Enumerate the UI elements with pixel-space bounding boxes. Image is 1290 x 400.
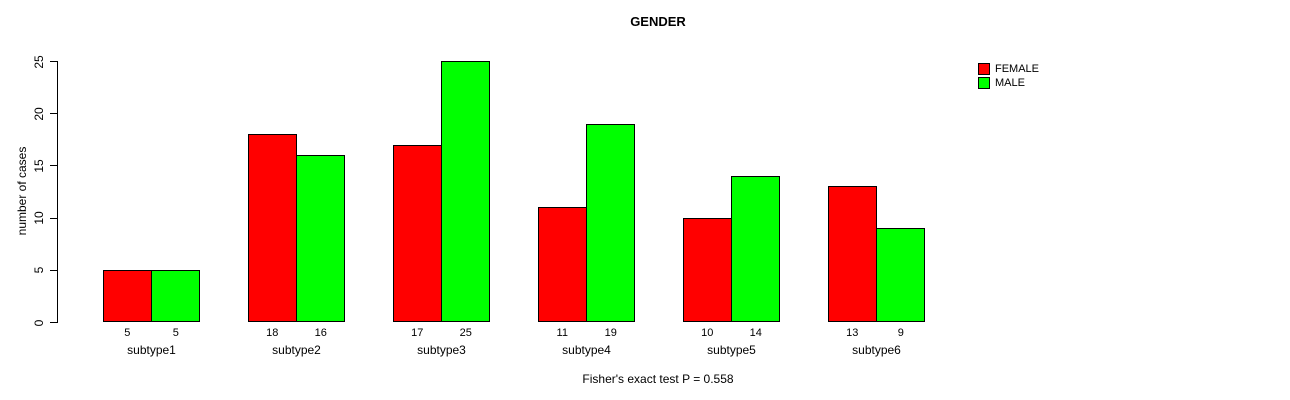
bar-value-label: 17 bbox=[411, 327, 424, 339]
bar-value-label: 14 bbox=[749, 327, 762, 339]
bar-male-subtype3 bbox=[440, 61, 490, 322]
bar-value-label: 13 bbox=[846, 327, 859, 339]
y-tick-label: 10 bbox=[32, 211, 46, 225]
y-tick-label: 20 bbox=[32, 107, 46, 121]
y-tick-mark bbox=[50, 217, 57, 219]
y-tick-mark bbox=[50, 322, 57, 323]
bar-value-label: 9 bbox=[897, 327, 904, 339]
y-tick-mark bbox=[50, 165, 57, 167]
bar-female-subtype1 bbox=[103, 269, 152, 322]
bar-value-label: 5 bbox=[124, 327, 131, 339]
bar-value-label: 5 bbox=[172, 327, 179, 339]
y-tick-mark bbox=[50, 113, 57, 115]
bar-female-subtype4 bbox=[538, 207, 587, 322]
bar-value-label: 19 bbox=[604, 327, 617, 339]
category-label-subtype1: subtype1 bbox=[127, 343, 176, 357]
y-tick-label: 15 bbox=[32, 159, 46, 173]
legend: FEMALE MALE bbox=[978, 62, 1039, 90]
y-tick-label: 0 bbox=[32, 319, 46, 326]
bar-value-label: 11 bbox=[556, 327, 568, 339]
bar-value-label: 18 bbox=[266, 327, 279, 339]
y-axis-line bbox=[57, 61, 58, 323]
bar-female-subtype5 bbox=[683, 217, 732, 322]
bar-value-label: 25 bbox=[459, 327, 472, 339]
category-label-subtype5: subtype5 bbox=[707, 343, 756, 357]
y-axis-label: number of cases bbox=[15, 146, 29, 236]
bar-female-subtype6 bbox=[828, 186, 877, 322]
y-tick-mark bbox=[50, 61, 57, 62]
bar-female-subtype3 bbox=[393, 144, 442, 322]
bar-value-label: 10 bbox=[701, 327, 714, 339]
category-label-subtype2: subtype2 bbox=[272, 343, 321, 357]
category-label-subtype3: subtype3 bbox=[417, 343, 466, 357]
y-tick-label: 25 bbox=[32, 54, 46, 69]
legend-label-male: MALE bbox=[995, 77, 1025, 89]
bar-male-subtype2 bbox=[295, 154, 345, 322]
y-tick-mark bbox=[50, 269, 57, 271]
legend-label-female: FEMALE bbox=[995, 63, 1040, 75]
chart-title: GENDER bbox=[630, 14, 686, 29]
legend-item-male: MALE bbox=[978, 76, 1039, 90]
bar-male-subtype6 bbox=[875, 228, 925, 322]
legend-item-female: FEMALE bbox=[978, 62, 1039, 76]
bar-female-subtype2 bbox=[248, 134, 297, 322]
category-label-subtype6: subtype6 bbox=[852, 343, 901, 357]
category-label-subtype4: subtype4 bbox=[562, 343, 611, 357]
bar-value-label: 16 bbox=[314, 327, 327, 339]
legend-swatch-male bbox=[978, 77, 990, 89]
bar-male-subtype5 bbox=[730, 175, 780, 322]
bar-male-subtype4 bbox=[585, 123, 635, 322]
bar-male-subtype1 bbox=[150, 269, 200, 322]
y-tick-label: 5 bbox=[32, 266, 46, 274]
footnote: Fisher's exact test P = 0.558 bbox=[582, 372, 734, 386]
legend-swatch-female bbox=[978, 63, 990, 75]
